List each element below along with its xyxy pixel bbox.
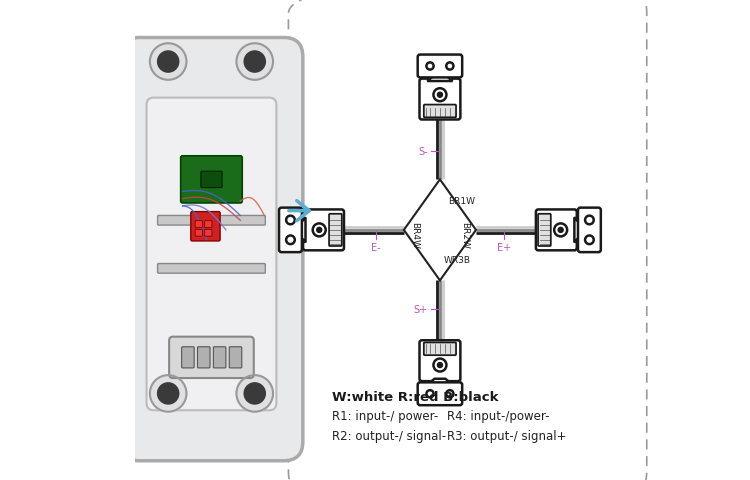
Text: E-: E- xyxy=(371,242,380,252)
FancyBboxPatch shape xyxy=(170,337,254,378)
Circle shape xyxy=(150,44,187,81)
FancyBboxPatch shape xyxy=(578,208,601,252)
FancyBboxPatch shape xyxy=(120,38,303,461)
FancyBboxPatch shape xyxy=(424,106,456,118)
Text: WR3B: WR3B xyxy=(444,256,471,264)
FancyBboxPatch shape xyxy=(158,264,266,274)
FancyBboxPatch shape xyxy=(197,347,210,368)
FancyBboxPatch shape xyxy=(146,98,277,410)
Circle shape xyxy=(437,363,442,368)
FancyBboxPatch shape xyxy=(230,347,242,368)
Text: S-: S- xyxy=(419,147,428,157)
Polygon shape xyxy=(427,379,452,385)
Circle shape xyxy=(316,228,322,233)
Circle shape xyxy=(236,375,273,412)
FancyBboxPatch shape xyxy=(205,221,212,228)
FancyBboxPatch shape xyxy=(181,156,242,204)
FancyBboxPatch shape xyxy=(419,341,460,381)
Circle shape xyxy=(150,375,187,412)
FancyBboxPatch shape xyxy=(205,230,212,237)
FancyBboxPatch shape xyxy=(190,212,220,241)
FancyBboxPatch shape xyxy=(158,216,266,226)
FancyBboxPatch shape xyxy=(419,80,460,120)
Text: BR2W: BR2W xyxy=(460,222,470,249)
FancyBboxPatch shape xyxy=(424,343,456,355)
Text: BR1W: BR1W xyxy=(448,196,476,205)
FancyBboxPatch shape xyxy=(182,347,194,368)
Circle shape xyxy=(244,383,266,404)
Text: R3: output-/ signal+: R3: output-/ signal+ xyxy=(447,429,567,442)
Text: R2: output-/ signal-: R2: output-/ signal- xyxy=(332,429,446,442)
Polygon shape xyxy=(404,180,476,281)
Text: S+: S+ xyxy=(414,304,428,314)
Text: BR4W: BR4W xyxy=(410,222,419,249)
Circle shape xyxy=(437,93,442,98)
FancyBboxPatch shape xyxy=(201,172,222,188)
FancyBboxPatch shape xyxy=(418,56,462,78)
FancyBboxPatch shape xyxy=(538,214,550,247)
Circle shape xyxy=(558,228,563,233)
Text: R1: input-/ power-: R1: input-/ power- xyxy=(332,409,438,422)
FancyBboxPatch shape xyxy=(195,230,202,237)
FancyBboxPatch shape xyxy=(329,214,342,247)
Circle shape xyxy=(244,52,266,73)
Circle shape xyxy=(236,44,273,81)
Circle shape xyxy=(158,383,178,404)
Text: W:white R:red B:black: W:white R:red B:black xyxy=(332,390,498,403)
Text: E+: E+ xyxy=(497,242,512,252)
FancyBboxPatch shape xyxy=(303,210,344,251)
Polygon shape xyxy=(574,218,580,243)
Circle shape xyxy=(158,52,178,73)
Text: R4: input-/power-: R4: input-/power- xyxy=(447,409,550,422)
Polygon shape xyxy=(299,218,305,243)
FancyBboxPatch shape xyxy=(279,208,302,252)
Polygon shape xyxy=(427,76,452,82)
FancyBboxPatch shape xyxy=(195,221,202,228)
FancyBboxPatch shape xyxy=(214,347,226,368)
FancyBboxPatch shape xyxy=(418,383,462,405)
FancyBboxPatch shape xyxy=(536,210,577,251)
